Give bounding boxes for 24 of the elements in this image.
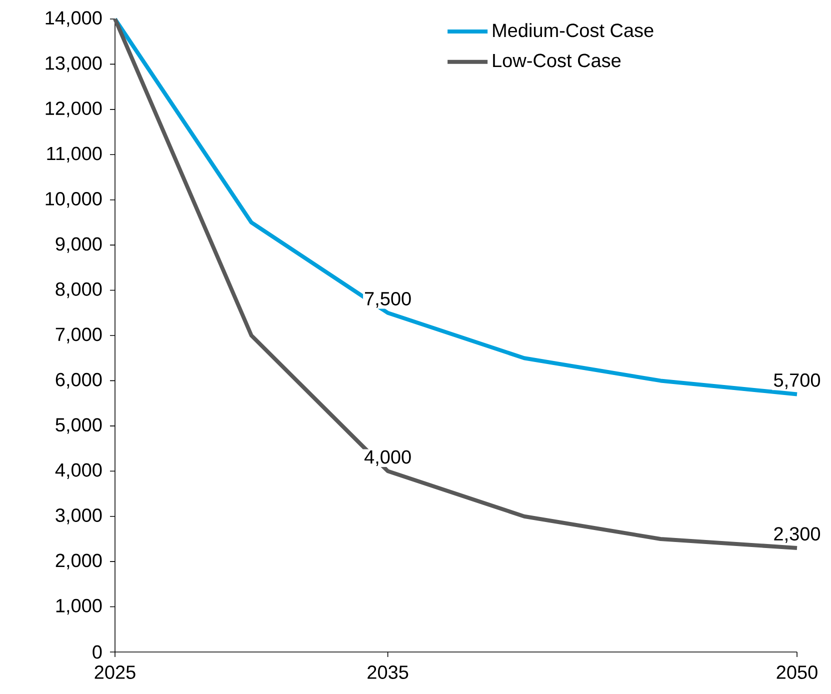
y-tick-label: 14,000	[46, 11, 102, 27]
y-tick-label: 13,000	[46, 56, 102, 72]
y-tick-label: 2,000	[56, 554, 102, 570]
y-tick-label: 7,000	[56, 328, 102, 344]
data-label: 7,500	[365, 292, 411, 308]
x-tick-label: 2050	[776, 666, 818, 679]
y-tick-label: 6,000	[56, 372, 102, 389]
y-tick-label: 10,000	[46, 192, 102, 208]
y-tick-label: 4,000	[55, 463, 102, 479]
y-tick-label: 12,000	[46, 102, 102, 118]
legend-label: Low-Cost Case	[493, 54, 621, 68]
x-tick-label: 2035	[368, 666, 408, 679]
y-tick-label: 8,000	[56, 282, 102, 298]
data-label: 5,700	[774, 373, 820, 390]
data-label: 4,000	[364, 450, 411, 466]
y-tick-label: 1,000	[56, 598, 102, 615]
y-tick-label: 0	[92, 645, 102, 659]
legend-label: Medium-Cost Case	[493, 23, 654, 38]
y-tick-label: 5,000	[56, 418, 102, 434]
y-tick-label: 11,000	[47, 146, 102, 162]
x-tick-label: 2025	[94, 666, 136, 679]
y-tick-label: 3,000	[56, 508, 102, 524]
y-tick-label: 9,000	[56, 237, 102, 253]
data-label: 2,300	[774, 527, 820, 543]
